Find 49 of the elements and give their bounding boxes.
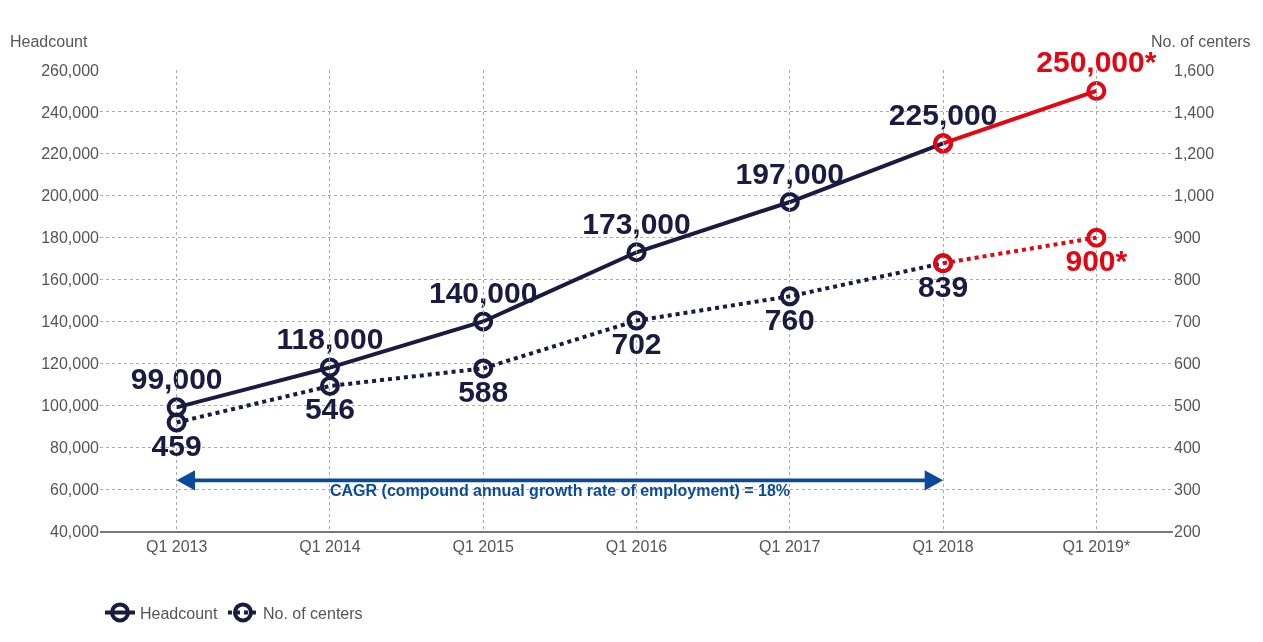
y2-tick-label: 900: [1174, 229, 1201, 247]
y-axis-title: Headcount: [10, 33, 88, 50]
y2-tick-label: 800: [1174, 271, 1201, 289]
y3-tick-label: 1,400: [1174, 103, 1215, 121]
legend-label: Headcount: [140, 604, 218, 622]
x-tick-label: Q1 2016: [605, 538, 668, 556]
y2-tick-label: 400: [1174, 438, 1201, 456]
y-tick-label: 200,000: [41, 187, 100, 205]
y2-tick-label: 700: [1174, 313, 1201, 331]
x-tick-label: Q1 2013: [145, 538, 208, 556]
y2-tick-label: 1,000: [1174, 187, 1215, 205]
data-label: 588: [458, 374, 509, 408]
x-tick-label: Q1 2015: [452, 538, 514, 556]
y-tick-label: 140,000: [41, 313, 100, 331]
y2-tick-label: 200: [1174, 522, 1201, 540]
y-tick-label: 120,000: [41, 354, 100, 372]
data-label: 900*: [1065, 244, 1128, 278]
y-tick-label: 180,000: [41, 229, 100, 247]
y2-tick-label: 500: [1174, 396, 1201, 414]
y2-tick-label: 600: [1174, 354, 1201, 372]
annotation: CAGR (compound annual growth rate of employment) = 18%: [330, 482, 791, 499]
y-tick-label: 160,000: [41, 271, 100, 289]
data-label: 118,000: [276, 322, 384, 356]
data-label: 459: [151, 428, 202, 462]
y2-axis-title: No. of centers: [1151, 33, 1251, 50]
y-tick-label: 40,000: [50, 522, 100, 540]
data-label: 197,000: [735, 156, 845, 190]
y3-tick-label: 1,200: [1174, 145, 1215, 163]
y-tick-label: 60,000: [50, 480, 100, 498]
data-label: 140,000: [428, 275, 538, 309]
data-label: 702: [611, 327, 662, 361]
x-tick-label: Q1 2014: [299, 538, 361, 556]
y2-tick-label: 300: [1174, 480, 1201, 498]
data-label: 99,000: [130, 361, 223, 395]
y-tick-label: 80,000: [50, 438, 100, 456]
data-label: 546: [304, 392, 355, 426]
legend-label: No. of centers: [262, 604, 363, 622]
y-tick-label: 260,000: [41, 61, 100, 79]
y-tick-label: 220,000: [41, 145, 100, 163]
y3-tick-label: 1,600: [1174, 61, 1215, 79]
x-tick-label: Q1 2019*: [1062, 538, 1131, 556]
data-label: 225,000: [888, 97, 998, 131]
y-tick-label: 100,000: [41, 396, 100, 414]
data-label: 173,000: [582, 206, 691, 240]
data-label: 839: [918, 269, 969, 303]
y-tick-label: 240,000: [41, 103, 100, 121]
x-tick-label: Q1 2017: [759, 538, 821, 556]
data-label: 760: [764, 302, 815, 336]
x-tick-label: Q1 2018: [912, 538, 974, 556]
